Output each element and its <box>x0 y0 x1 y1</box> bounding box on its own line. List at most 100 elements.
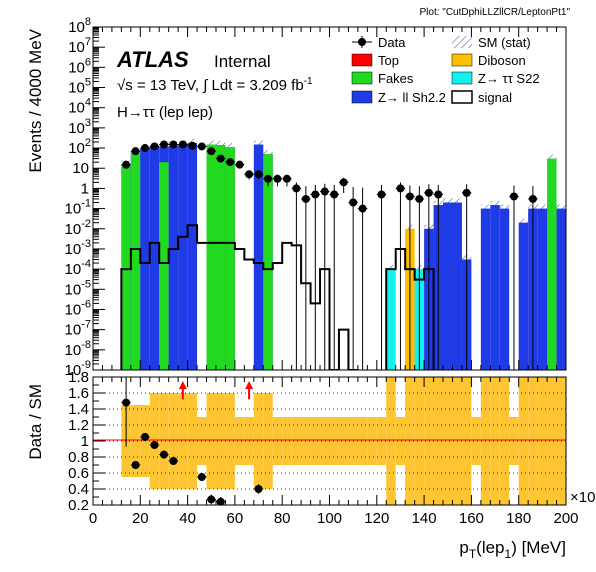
mc-bar-z-ll-sh2-2 <box>490 205 500 370</box>
data-point <box>376 184 387 370</box>
data-point <box>187 141 198 150</box>
legend-label: signal <box>478 90 512 105</box>
legend: Data SM (stat) Top Diboson Fakes Z→ ττ S22 Z→ … <box>351 35 540 105</box>
main-panel: 10-910-810-710-610-510-410-310-210-11 10 1… <box>65 16 567 379</box>
mc-bar-fakes <box>215 145 226 370</box>
x-tick-label: 0 <box>89 510 97 527</box>
data-point <box>149 142 160 151</box>
main-ytick-label: 10-2 <box>65 218 91 238</box>
ratio-panel: 0.20.40.60.811.21.41.61.8 0 20 40 60 80 100 12… <box>68 369 578 527</box>
data-point <box>414 186 425 370</box>
data-point <box>291 182 302 370</box>
mc-bar-z-ll-sh2-2 <box>537 208 548 370</box>
data-point <box>395 182 406 370</box>
ratio-ytick-label: 1.8 <box>68 369 89 386</box>
overflow-arrow <box>178 381 187 400</box>
legend-item: Top <box>351 53 399 68</box>
main-ytick-label: 1 <box>81 180 89 197</box>
data-point <box>320 183 330 370</box>
main-ytick-label: 102 <box>68 137 91 157</box>
x-axis-title: pT(lep1) [MeV] <box>459 538 566 561</box>
legend-label: Z→ ττ S22 <box>478 71 540 86</box>
data-point <box>338 177 349 194</box>
ratio-uncertainty-band <box>357 417 368 465</box>
x-tick-label: 40 <box>179 510 196 527</box>
ratio-point <box>121 377 131 447</box>
ratio-ytick-label: 0.8 <box>68 449 89 466</box>
mc-bar-fakes <box>206 144 216 370</box>
mc-bar-z-ll-sh2-2 <box>556 208 566 370</box>
main-ytick-label: 10 <box>72 160 89 177</box>
ratio-ytick-label: 0.4 <box>68 481 89 498</box>
ratio-uncertainty-band <box>130 405 141 477</box>
ratio-uncertainty-band <box>310 417 321 465</box>
ratio-uncertainty-band <box>367 417 377 465</box>
ratio-ytick-label: 1.4 <box>68 401 89 418</box>
ratio-uncertainty-band <box>282 417 292 465</box>
overflow-arrow <box>245 381 254 400</box>
data-point <box>282 174 292 187</box>
mc-bar-fakes <box>225 147 235 370</box>
ratio-uncertainty-band <box>471 417 481 465</box>
data-point <box>509 185 519 370</box>
main-ytick-label: 10-4 <box>65 258 91 278</box>
svg-text:√s = 13 TeV, ∫ Ldt = 3.209 fb-: √s = 13 TeV, ∫ Ldt = 3.209 fb-1 <box>117 76 313 94</box>
ratio-uncertainty-band <box>461 377 472 505</box>
mc-bar-z-ll-sh2-2 <box>443 202 453 370</box>
data-point <box>357 187 368 370</box>
legend-item: Z→ ll Sh2.2 <box>351 90 446 105</box>
mc-bar-z-ll-sh2-2 <box>168 145 179 370</box>
ratio-point <box>168 457 179 465</box>
data-point <box>461 184 472 370</box>
ratio-uncertainty-band <box>386 377 396 505</box>
x-tick-label: 180 <box>506 510 531 527</box>
mc-bar-fakes <box>263 154 273 370</box>
mc-bar-z-ll-sh2-2 <box>149 146 160 370</box>
data-point <box>301 186 311 370</box>
ratio-uncertainty-band <box>225 393 235 489</box>
ratio-ytick-label: 1.6 <box>68 385 89 402</box>
legend-label: Fakes <box>378 71 414 86</box>
data-point <box>215 154 226 163</box>
ratio-uncertainty-band <box>253 393 264 489</box>
legend-label: Diboson <box>478 53 526 68</box>
main-ytick-label: 10-1 <box>65 198 91 218</box>
main-ytick-label: 105 <box>68 77 91 97</box>
main-ytick-label: 10-8 <box>65 339 91 359</box>
data-point <box>253 170 264 180</box>
mc-bar-fakes <box>159 162 169 370</box>
data-point <box>433 184 444 370</box>
ratio-uncertainty-band <box>499 377 510 505</box>
ratio-uncertainty-band <box>291 417 302 465</box>
legend-item: signal <box>451 90 512 105</box>
ratio-uncertainty-band <box>518 377 529 505</box>
data-point <box>405 185 415 370</box>
mc-bar-z-ll-sh2-2 <box>499 208 510 370</box>
legend-item: SM (stat) <box>452 35 531 50</box>
mc-bar-fakes <box>130 152 141 370</box>
atlas-label: ATLAS <box>116 47 189 72</box>
data-point <box>168 140 179 149</box>
main-ytick-label: 10-9 <box>65 359 91 379</box>
data-point <box>197 142 207 151</box>
ratio-uncertainty-band <box>424 377 434 505</box>
atlas-status: Internal <box>214 52 271 71</box>
data-point <box>225 158 235 167</box>
x-tick-label: 60 <box>227 510 244 527</box>
ratio-uncertainty-band <box>234 417 245 465</box>
main-ytick-label: 106 <box>68 56 91 76</box>
ratio-uncertainty-band <box>215 393 226 489</box>
legend-label: Top <box>378 53 399 68</box>
svg-text:pT(lep1) [MeV]: pT(lep1) [MeV] <box>459 538 566 561</box>
ratio-uncertainty-band <box>338 417 349 465</box>
x-exponent: ×10 <box>570 489 595 506</box>
main-ytick-label: 10-3 <box>65 238 91 258</box>
ratio-ylabel: Data / SM <box>26 384 45 460</box>
data-point <box>140 144 150 153</box>
ratio-uncertainty-band <box>320 417 330 465</box>
ratio-uncertainty-band <box>528 377 538 505</box>
data-point <box>244 170 254 180</box>
ratio-point <box>197 473 207 481</box>
ratio-uncertainty-band <box>443 377 453 505</box>
